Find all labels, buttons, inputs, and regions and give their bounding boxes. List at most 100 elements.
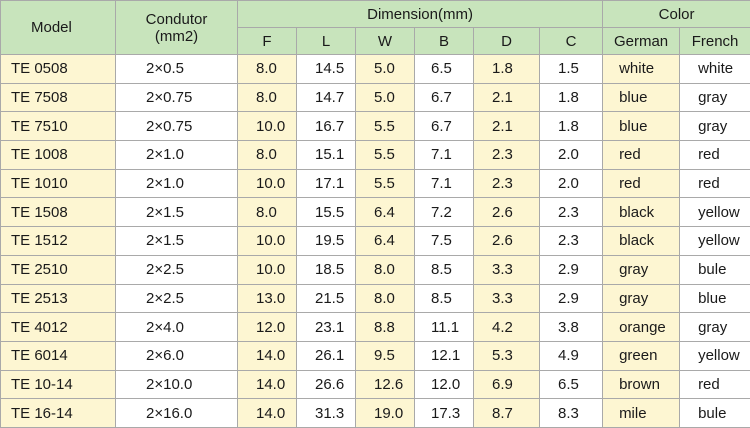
cell-w: 5.5 [355, 140, 415, 170]
cell-model: TE 4012 [0, 312, 116, 342]
header-dim-d: D [473, 27, 540, 55]
cell-model: TE 1512 [0, 226, 116, 256]
table-row: TE 4012 2×4.0 12.0 23.1 8.8 11.1 4.2 3.8 orange g… [0, 312, 750, 342]
cell-f: 8.0 [237, 140, 297, 170]
cell-f: 8.0 [237, 82, 297, 113]
cell-model: TE 7508 [0, 82, 116, 113]
cell-german: red [602, 140, 681, 170]
cell-german: green [602, 340, 681, 371]
cell-d: 4.2 [473, 312, 540, 342]
cell-french: yellow [679, 197, 750, 228]
cell-conductor: 2×16.0 [115, 398, 238, 428]
cell-conductor: 2×10.0 [115, 369, 238, 400]
cell-f: 14.0 [237, 369, 297, 400]
cell-model: TE 7510 [0, 111, 116, 142]
cell-w: 8.8 [355, 312, 415, 342]
table-row: TE 1508 2×1.5 8.0 15.5 6.4 7.2 2.6 2.3 black yell… [0, 197, 750, 228]
cell-w: 6.4 [355, 197, 415, 228]
cell-conductor: 2×2.5 [115, 254, 238, 285]
cell-c: 2.9 [538, 254, 604, 285]
cell-l: 18.5 [296, 254, 356, 285]
cell-model: TE 1010 [0, 168, 116, 199]
cell-w: 12.6 [355, 369, 415, 400]
cell-b: 12.1 [414, 340, 474, 371]
cell-w: 8.0 [355, 254, 415, 285]
cell-model: TE 0508 [0, 54, 116, 84]
cell-f: 8.0 [237, 54, 297, 84]
cell-german: white [602, 54, 681, 84]
cell-l: 21.5 [296, 283, 356, 314]
table-row: TE 10-14 2×10.0 14.0 26.6 12.6 12.0 6.9 6.5 brow… [0, 369, 750, 400]
table-row: TE 1008 2×1.0 8.0 15.1 5.5 7.1 2.3 2.0 red red [0, 140, 750, 170]
cell-b: 8.5 [414, 254, 474, 285]
header-dim-w: W [355, 27, 415, 55]
cell-french: gray [679, 82, 750, 113]
cell-d: 2.6 [473, 226, 540, 256]
cell-german: black [602, 197, 681, 228]
cell-l: 14.5 [296, 54, 356, 84]
cell-german: gray [602, 254, 681, 285]
header-conductor-line2: (mm2) [154, 27, 199, 45]
table-header: Model Condutor (mm2) Dimension(mm) Color… [0, 0, 750, 55]
cell-f: 10.0 [237, 254, 297, 285]
header-color-french: French [679, 27, 750, 55]
cell-f: 10.0 [237, 111, 297, 142]
cell-f: 13.0 [237, 283, 297, 314]
cell-l: 17.1 [296, 168, 356, 199]
cell-french: yellow [679, 226, 750, 256]
cell-model: TE 2513 [0, 283, 116, 314]
header-dimension: Dimension(mm) [236, 0, 604, 28]
table-row: TE 2513 2×2.5 13.0 21.5 8.0 8.5 3.3 2.9 gray blue [0, 283, 750, 314]
cell-f: 8.0 [237, 197, 297, 228]
cell-l: 19.5 [296, 226, 356, 256]
table-body: TE 0508 2×0.5 8.0 14.5 5.0 6.5 1.8 1.5 white whit… [0, 54, 750, 428]
cell-w: 5.5 [355, 168, 415, 199]
cell-b: 7.1 [414, 140, 474, 170]
cell-d: 2.3 [473, 140, 540, 170]
cell-c: 2.0 [538, 168, 604, 199]
cell-b: 8.5 [414, 283, 474, 314]
cell-c: 2.3 [538, 226, 604, 256]
cell-d: 8.7 [473, 398, 540, 428]
header-conductor-line1: Condutor [145, 10, 208, 28]
cell-l: 23.1 [296, 312, 356, 342]
cell-w: 6.4 [355, 226, 415, 256]
cell-d: 2.3 [473, 168, 540, 199]
cell-d: 6.9 [473, 369, 540, 400]
cell-conductor: 2×4.0 [115, 312, 238, 342]
cell-b: 7.2 [414, 197, 474, 228]
cell-b: 17.3 [414, 398, 474, 428]
cell-c: 2.3 [538, 197, 604, 228]
cell-conductor: 2×1.0 [115, 168, 238, 199]
cell-conductor: 2×0.75 [115, 111, 238, 142]
table-row: TE 1010 2×1.0 10.0 17.1 5.5 7.1 2.3 2.0 red red [0, 168, 750, 199]
cell-l: 15.5 [296, 197, 356, 228]
cell-l: 26.6 [296, 369, 356, 400]
cell-f: 14.0 [237, 340, 297, 371]
cell-model: TE 16-14 [0, 398, 116, 428]
cell-model: TE 6014 [0, 340, 116, 371]
cell-l: 14.7 [296, 82, 356, 113]
table-row: TE 7508 2×0.75 8.0 14.7 5.0 6.7 2.1 1.8 blue gray [0, 82, 750, 113]
cell-french: blue [679, 283, 750, 314]
cell-c: 6.5 [538, 369, 604, 400]
header-conductor: Condutor (mm2) [115, 0, 238, 55]
cell-c: 1.5 [538, 54, 604, 84]
table-row: TE 6014 2×6.0 14.0 26.1 9.5 12.1 5.3 4.9 green ye… [0, 340, 750, 371]
cell-f: 14.0 [237, 398, 297, 428]
cell-w: 19.0 [355, 398, 415, 428]
cell-conductor: 2×0.75 [115, 82, 238, 113]
cell-l: 26.1 [296, 340, 356, 371]
cell-french: bule [679, 254, 750, 285]
table-row: TE 1512 2×1.5 10.0 19.5 6.4 7.5 2.6 2.3 black yel… [0, 226, 750, 256]
cell-b: 7.5 [414, 226, 474, 256]
cell-conductor: 2×2.5 [115, 283, 238, 314]
cell-l: 16.7 [296, 111, 356, 142]
cell-german: red [602, 168, 681, 199]
header-dim-f: F [237, 27, 297, 55]
cell-german: black [602, 226, 681, 256]
cell-model: TE 1508 [0, 197, 116, 228]
cell-d: 5.3 [473, 340, 540, 371]
cell-b: 6.7 [414, 82, 474, 113]
